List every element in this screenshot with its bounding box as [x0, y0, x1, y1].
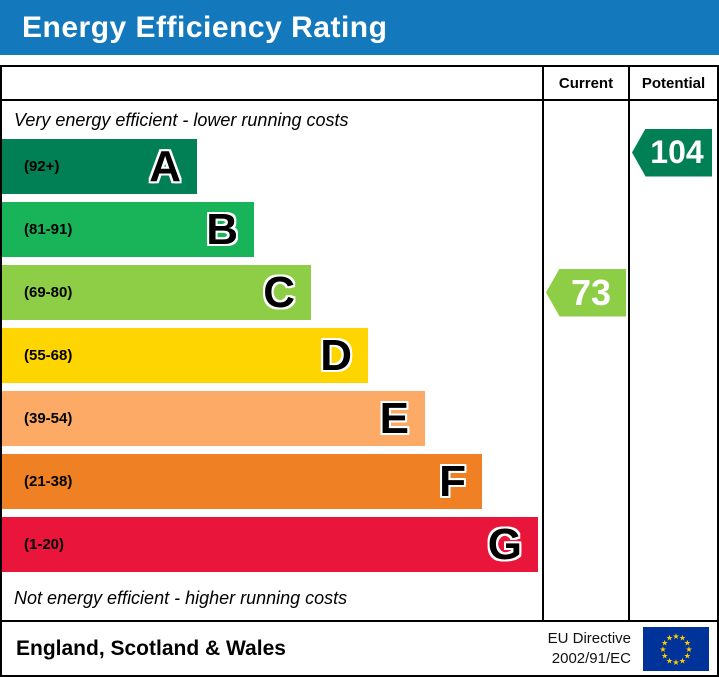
- band-letter-b: B: [206, 205, 238, 254]
- band-letter-d: D: [320, 331, 352, 380]
- eu-flag-icon: ★ ★ ★ ★ ★ ★ ★ ★ ★ ★ ★ ★: [643, 626, 709, 671]
- band-range-b: (81-91): [24, 221, 73, 238]
- band-range-f: (21-38): [24, 473, 73, 490]
- potential-rating-column: 104: [628, 101, 717, 620]
- band-row-d: (55-68) D: [2, 328, 542, 383]
- svg-text:★: ★: [661, 638, 668, 647]
- svg-text:★: ★: [672, 632, 679, 641]
- chart-footer: England, Scotland & Wales EU Directive 2…: [0, 622, 719, 677]
- svg-text:★: ★: [666, 633, 673, 642]
- band-row-b: (81-91) B: [2, 202, 542, 257]
- page-header: Energy Efficiency Rating: [0, 0, 719, 55]
- band-range-g: (1-20): [24, 536, 65, 553]
- top-note: Very energy efficient - lower running co…: [14, 110, 349, 130]
- chart-head-spacer: [2, 67, 542, 101]
- footer-right: EU Directive 2002/91/EC ★ ★ ★ ★ ★ ★ ★ ★ …: [548, 626, 709, 671]
- band-range-d: (55-68): [24, 347, 73, 364]
- potential-rating-arrow: 104: [632, 128, 712, 177]
- band-row-a: (92+) A: [2, 139, 542, 194]
- band-letter-f: F: [439, 457, 466, 506]
- energy-rating-chart: Current Potential Very energy efficient …: [0, 65, 719, 622]
- band-letter-a: A: [149, 142, 181, 191]
- band-letter-g: G: [487, 520, 522, 569]
- region-label: England, Scotland & Wales: [16, 636, 286, 660]
- column-header-potential: Potential: [628, 67, 717, 101]
- current-rating-value: 73: [570, 271, 612, 313]
- band-bar-b: (81-91) B: [2, 202, 254, 257]
- band-bar-a: (92+) A: [2, 139, 197, 194]
- bands-area: Very energy efficient - lower running co…: [2, 101, 542, 620]
- svg-text:★: ★: [684, 638, 691, 647]
- current-rating-column: 73: [542, 101, 628, 620]
- eu-directive-label: EU Directive 2002/91/EC: [548, 629, 631, 669]
- band-letter-c: C: [263, 268, 295, 317]
- band-bar-d: (55-68) D: [2, 328, 368, 383]
- band-letter-e: E: [379, 394, 409, 443]
- band-row-e: (39-54) E: [2, 391, 542, 446]
- band-bar-f: (21-38) F: [2, 454, 482, 509]
- svg-text:★: ★: [679, 633, 686, 642]
- potential-rating-value: 104: [650, 134, 704, 170]
- band-range-a: (92+): [24, 158, 60, 175]
- eu-directive-line2: 2002/91/EC: [551, 649, 631, 667]
- current-rating-arrow: 73: [546, 268, 626, 317]
- band-bar-e: (39-54) E: [2, 391, 425, 446]
- band-row-g: (1-20) G: [2, 517, 542, 572]
- svg-text:★: ★: [659, 645, 666, 654]
- page-title: Energy Efficiency Rating: [22, 10, 388, 44]
- svg-text:★: ★: [661, 651, 668, 660]
- band-row-f: (21-38) F: [2, 454, 542, 509]
- column-header-current: Current: [542, 67, 628, 101]
- svg-text:★: ★: [666, 656, 673, 665]
- band-range-e: (39-54): [24, 410, 73, 427]
- bottom-note: Not energy efficient - higher running co…: [14, 588, 348, 608]
- band-row-c: (69-80) C: [2, 265, 542, 320]
- svg-text:★: ★: [679, 656, 686, 665]
- eu-directive-line1: EU Directive: [547, 629, 631, 647]
- svg-text:★: ★: [684, 651, 691, 660]
- band-bar-g: (1-20) G: [2, 517, 538, 572]
- svg-text:★: ★: [685, 645, 692, 654]
- band-bar-c: (69-80) C: [2, 265, 311, 320]
- svg-text:★: ★: [672, 658, 679, 667]
- band-range-c: (69-80): [24, 284, 73, 301]
